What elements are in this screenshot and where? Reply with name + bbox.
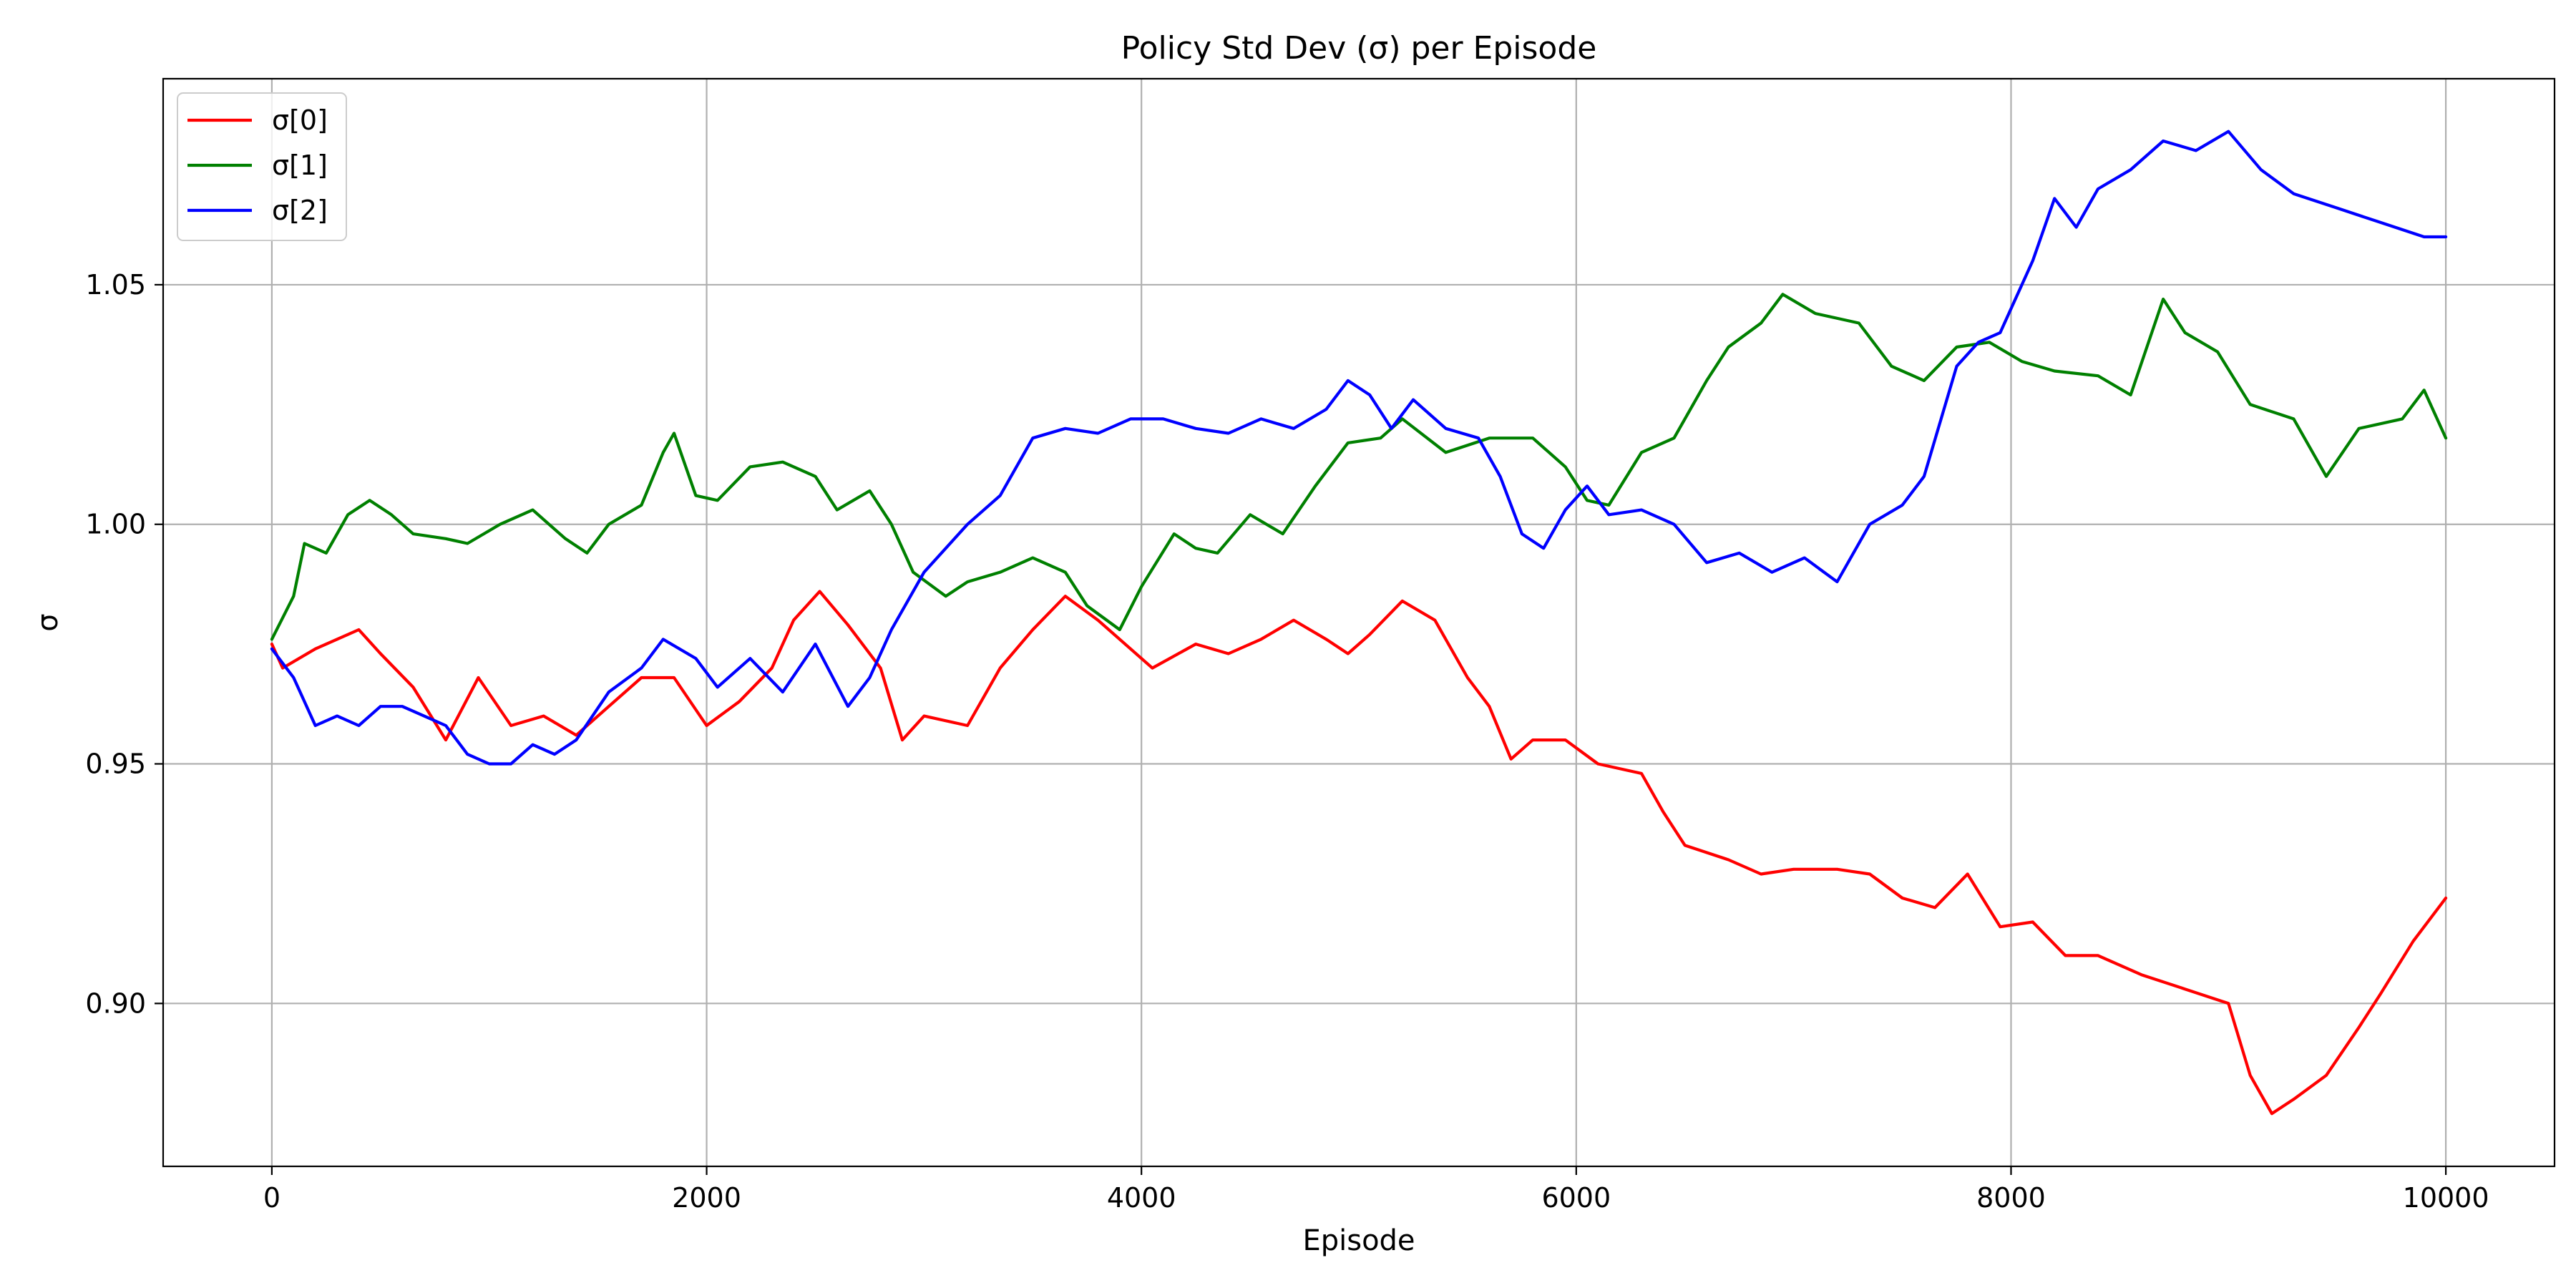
y-axis-label: σ xyxy=(31,613,64,631)
chart-title: Policy Std Dev (σ) per Episode xyxy=(1121,30,1597,67)
series-line-2 xyxy=(270,130,2448,766)
x-tick-label: 10000 xyxy=(2403,1182,2489,1214)
x-axis-label: Episode xyxy=(1302,1224,1415,1257)
y-tick-label: 1.00 xyxy=(85,509,146,540)
series-lines xyxy=(270,130,2448,1116)
grid-lines xyxy=(163,79,2555,1166)
x-tick-label: 0 xyxy=(263,1182,280,1214)
legend-box xyxy=(177,92,347,241)
x-tick-label: 8000 xyxy=(1976,1182,2046,1214)
legend-label: σ[2] xyxy=(272,195,328,226)
axis-ticks: 0 2000 4000 6000 8000 10000 0.90 0.95 1.00 1.05 xyxy=(85,269,2489,1214)
series-line-1 xyxy=(270,293,2448,641)
x-tick-label: 2000 xyxy=(672,1182,741,1214)
legend: σ[0] σ[1] σ[2] xyxy=(177,92,347,241)
y-tick-label: 0.95 xyxy=(85,748,146,780)
legend-label: σ[0] xyxy=(272,104,328,136)
y-tick-label: 1.05 xyxy=(85,269,146,301)
legend-label: σ[1] xyxy=(272,150,328,181)
y-tick-label: 0.90 xyxy=(85,987,146,1019)
x-tick-label: 6000 xyxy=(1541,1182,1611,1214)
series-line-0 xyxy=(270,590,2448,1116)
x-tick-label: 4000 xyxy=(1107,1182,1176,1214)
plot-frame xyxy=(162,77,2556,1168)
